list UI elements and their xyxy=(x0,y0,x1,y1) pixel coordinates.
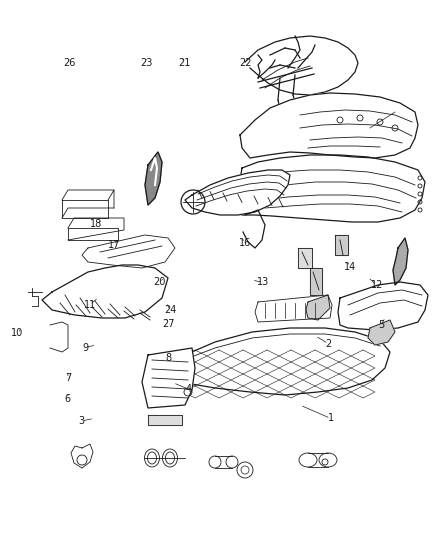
Text: 8: 8 xyxy=(166,353,172,363)
Polygon shape xyxy=(238,155,425,222)
Text: 26: 26 xyxy=(63,58,75,68)
Text: 18: 18 xyxy=(90,219,102,229)
Text: 24: 24 xyxy=(164,305,176,315)
Ellipse shape xyxy=(162,449,177,467)
Text: 12: 12 xyxy=(371,280,383,290)
Polygon shape xyxy=(240,93,418,158)
Text: 2: 2 xyxy=(325,339,332,349)
Polygon shape xyxy=(338,282,428,330)
Polygon shape xyxy=(82,235,175,268)
Text: 14: 14 xyxy=(344,262,357,271)
Text: 27: 27 xyxy=(162,319,175,328)
Polygon shape xyxy=(145,152,162,205)
Polygon shape xyxy=(148,415,182,425)
Polygon shape xyxy=(165,328,390,395)
Text: 10: 10 xyxy=(11,328,24,338)
Polygon shape xyxy=(68,228,118,240)
Polygon shape xyxy=(298,248,312,268)
Text: 16: 16 xyxy=(239,238,251,247)
Text: 17: 17 xyxy=(108,240,120,250)
Text: 20: 20 xyxy=(154,278,166,287)
Ellipse shape xyxy=(319,453,337,467)
Ellipse shape xyxy=(145,449,159,467)
Polygon shape xyxy=(368,320,395,345)
Polygon shape xyxy=(71,444,93,468)
Text: 1: 1 xyxy=(328,414,334,423)
Text: 13: 13 xyxy=(257,278,269,287)
Polygon shape xyxy=(142,348,195,408)
Polygon shape xyxy=(42,265,168,318)
Text: 21: 21 xyxy=(178,58,190,68)
Text: 5: 5 xyxy=(378,320,384,330)
Ellipse shape xyxy=(209,456,221,468)
Polygon shape xyxy=(393,238,408,285)
Polygon shape xyxy=(62,200,108,218)
Text: 3: 3 xyxy=(78,416,84,426)
Ellipse shape xyxy=(299,453,317,467)
Text: 7: 7 xyxy=(65,374,71,383)
Polygon shape xyxy=(335,235,348,255)
Polygon shape xyxy=(255,295,332,322)
Polygon shape xyxy=(185,170,290,215)
Text: 11: 11 xyxy=(84,300,96,310)
Text: 6: 6 xyxy=(65,394,71,403)
Polygon shape xyxy=(306,295,330,320)
Text: 23: 23 xyxy=(141,58,153,68)
Text: 4: 4 xyxy=(185,384,191,394)
Ellipse shape xyxy=(226,456,238,468)
Text: 9: 9 xyxy=(82,343,88,352)
Text: 22: 22 xyxy=(239,58,251,68)
Polygon shape xyxy=(310,268,322,295)
